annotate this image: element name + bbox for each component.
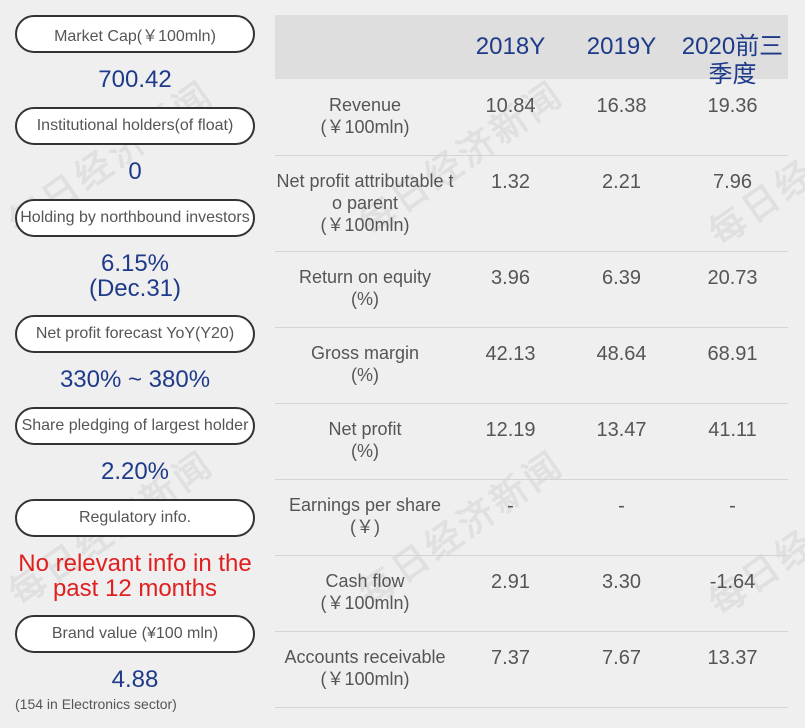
cell-2019: 6.39 [602, 267, 641, 289]
column-header-2018: 2018Y [475, 33, 546, 60]
row-label: Net profit attributable t o parent (￥100… [275, 170, 455, 236]
row-label-line: o parent [331, 193, 399, 213]
row-label-unit: (%) [351, 441, 379, 461]
cell-2019: - [618, 495, 625, 517]
row-label-unit: (￥100mln) [320, 117, 410, 137]
column-header-2020-line2: 季度 [708, 61, 757, 88]
cell-2019: 3.30 [602, 571, 641, 593]
row-label: Earnings per share (￥) [275, 494, 455, 538]
brand-value-value: 4.88 [111, 666, 159, 693]
row-label-unit: (￥100mln) [320, 593, 410, 613]
cell-2019: 2.21 [602, 171, 641, 193]
cell-2018: 7.37 [491, 647, 530, 669]
table-row-cash-flow: Cash flow (￥100mln) 2.91 3.30 -1.64 [275, 556, 788, 632]
share-pledging-value: 2.20% [100, 458, 170, 485]
northbound-holding-date: (Dec.31) [88, 275, 182, 302]
column-header-2020-line1: 2020前三 [681, 33, 784, 60]
cell-2018: 42.13 [485, 343, 536, 365]
row-label-line: Revenue [328, 95, 402, 115]
cell-2020: - [729, 495, 736, 517]
cell-2019: 16.38 [596, 95, 647, 117]
market-cap-label: Market Cap(￥100mln) [15, 15, 255, 53]
cell-2020: 19.36 [707, 95, 758, 117]
northbound-holding-label: Holding by northbound investors [15, 199, 255, 237]
row-label-line: Earnings per share [288, 495, 442, 515]
cell-2018: - [507, 495, 514, 517]
cell-2020: 41.11 [708, 419, 757, 441]
row-label: Accounts receivable (￥100mln) [275, 646, 455, 690]
row-label-unit: (%) [351, 289, 379, 309]
table-row-eps: Earnings per share (￥) - - - [275, 480, 788, 556]
cell-2020: 13.37 [707, 647, 758, 669]
column-header-2020: 2020前三 季度 [677, 33, 788, 89]
cell-2019: 48.64 [596, 343, 647, 365]
row-label-line: Accounts receivable [284, 647, 446, 667]
cell-2018: 3.96 [491, 267, 530, 289]
row-label-unit: (￥100mln) [320, 669, 410, 689]
row-label: Return on equity (%) [275, 266, 455, 310]
market-cap-value: 700.42 [98, 66, 172, 93]
cell-2018: 10.84 [485, 95, 536, 117]
table-row-roe: Return on equity (%) 3.96 6.39 20.73 [275, 252, 788, 328]
table-row-net-profit: Net profit (%) 12.19 13.47 41.11 [275, 404, 788, 480]
row-label: Net profit (%) [275, 418, 455, 462]
institutional-holders-label: Institutional holders(of float) [15, 107, 255, 145]
row-label-line: Gross margin [310, 343, 420, 363]
row-label-line: Return on equity [298, 267, 432, 287]
table-row-revenue: Revenue (￥100mln) 10.84 16.38 19.36 [275, 80, 788, 156]
column-header-2019: 2019Y [586, 33, 657, 60]
cell-2020: 20.73 [707, 267, 758, 289]
cell-2018: 12.19 [485, 419, 536, 441]
table-row-gross-margin: Gross margin (%) 42.13 48.64 68.91 [275, 328, 788, 404]
table-row-accounts-receivable: Accounts receivable (￥100mln) 7.37 7.67 … [275, 632, 788, 708]
row-label-unit: (%) [351, 365, 379, 385]
row-label: Revenue (￥100mln) [275, 94, 455, 138]
northbound-holding-value: 6.15% [100, 250, 170, 277]
net-profit-forecast-value: 330% ~ 380% [59, 366, 211, 393]
institutional-holders-value: 0 [128, 158, 142, 185]
regulatory-info-label: Regulatory info. [15, 499, 255, 537]
row-label: Cash flow (￥100mln) [275, 570, 455, 614]
row-label: Gross margin (%) [275, 342, 455, 386]
cell-2020: 68.91 [707, 343, 758, 365]
cell-2019: 13.47 [596, 419, 647, 441]
cell-2020: 7.96 [713, 171, 752, 193]
row-label-unit: (￥) [350, 517, 380, 537]
table-row-net-profit-parent: Net profit attributable t o parent (￥100… [275, 156, 788, 252]
row-label-line: Net profit attributable t [276, 171, 454, 191]
cell-2020: -1.64 [709, 571, 756, 593]
net-profit-forecast-label: Net profit forecast YoY(Y20) [15, 315, 255, 353]
row-label-unit: (￥100mln) [320, 215, 410, 235]
cell-2018: 1.32 [491, 171, 530, 193]
share-pledging-label: Share pledging of largest holder [15, 407, 255, 445]
row-label-line: Net profit [328, 419, 402, 439]
cell-2018: 2.91 [491, 571, 530, 593]
brand-value-label: Brand value (¥100 mln) [15, 615, 255, 653]
cell-2019: 7.67 [602, 647, 641, 669]
brand-value-note: (154 in Electronics sector) [15, 696, 177, 712]
table-header: 2018Y 2019Y 2020前三 季度 [275, 15, 788, 88]
regulatory-info-value-line2: past 12 months [52, 575, 218, 602]
row-label-line: Cash flow [325, 571, 405, 591]
regulatory-info-value: No relevant info in the [18, 550, 252, 577]
